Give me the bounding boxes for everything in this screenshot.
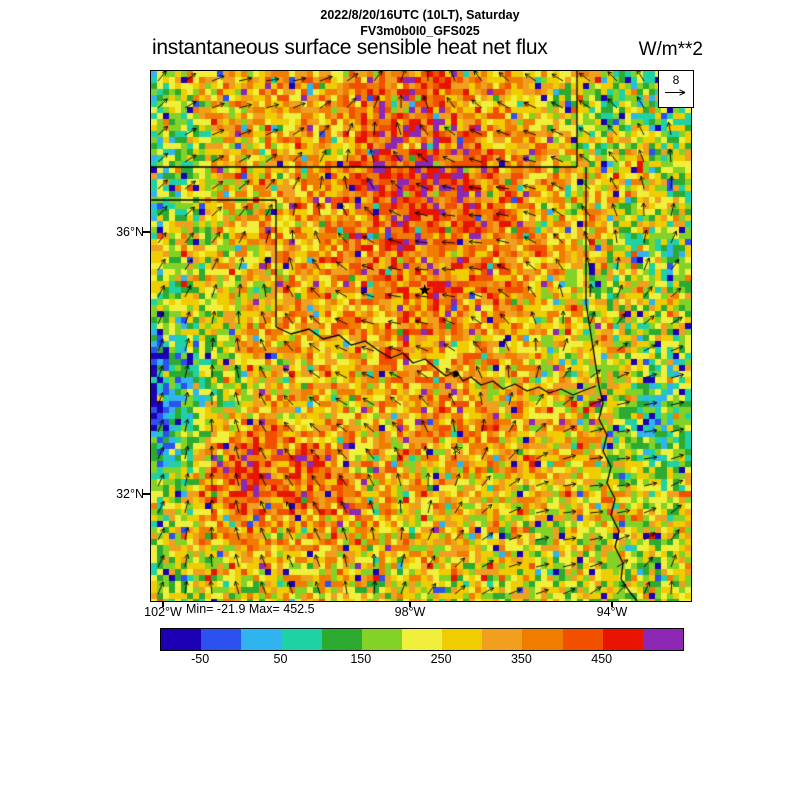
colorbar-segment	[642, 629, 684, 650]
page-title: instantaneous surface sensible heat net …	[152, 36, 548, 59]
y-tick-mark	[143, 231, 150, 233]
right-arrow-icon	[665, 89, 686, 96]
x-tick-mark	[409, 601, 411, 607]
heatmap-canvas	[151, 71, 691, 601]
figure-header: 2022/8/20/16UTC (10LT), Saturday FV3m0b0…	[150, 8, 690, 39]
y-tick-label-36n: 36°N	[116, 225, 144, 239]
colorbar-segment	[562, 629, 603, 650]
wind-reference-value: 8	[672, 73, 680, 87]
star-marker: ★	[418, 282, 432, 299]
colorbar-segment	[401, 629, 443, 650]
x-tick-mark	[162, 601, 164, 607]
colorbar-segment	[281, 629, 322, 650]
colorbar-tick-label: 350	[510, 652, 532, 666]
units-label: W/m**2	[638, 39, 703, 60]
colorbar-segment	[201, 629, 242, 650]
x-tick-label-102w: 102°W	[144, 605, 182, 619]
colorbar-tick-label: 250	[430, 652, 452, 666]
colorbar-ticks: -50 50 150 250 350 450	[160, 652, 682, 668]
y-tick-mark	[143, 493, 150, 495]
colorbar-segment	[361, 629, 402, 650]
colorbar-segment	[602, 629, 643, 650]
colorbar-segment	[321, 629, 362, 650]
star-marker: ☆	[450, 441, 464, 458]
x-tick-label-98w: 98°W	[394, 605, 426, 619]
x-tick-mark	[611, 601, 613, 607]
colorbar-tick-label: 50	[273, 652, 288, 666]
colorbar-segment	[442, 629, 483, 650]
colorbar-segment	[241, 629, 282, 650]
colorbar-segment	[161, 629, 202, 650]
wind-vector-key: 8	[658, 70, 694, 108]
model-run-label: FV3m0b0I0_GFS025	[360, 23, 480, 38]
colorbar-tick-label: -50	[191, 652, 210, 666]
colorbar	[160, 628, 684, 651]
minmax-label: Min= -21.9 Max= 452.5	[186, 602, 315, 616]
colorbar-segment	[482, 629, 523, 650]
colorbar-tick-label: 450	[591, 652, 613, 666]
map-plot: ★ ☆	[150, 70, 692, 602]
valid-time-label: 2022/8/20/16UTC (10LT), Saturday	[320, 8, 520, 22]
colorbar-tick-label: 150	[350, 652, 372, 666]
x-tick-label-94w: 94°W	[596, 605, 628, 619]
y-tick-label-32n: 32°N	[116, 487, 144, 501]
colorbar-segment	[522, 629, 563, 650]
